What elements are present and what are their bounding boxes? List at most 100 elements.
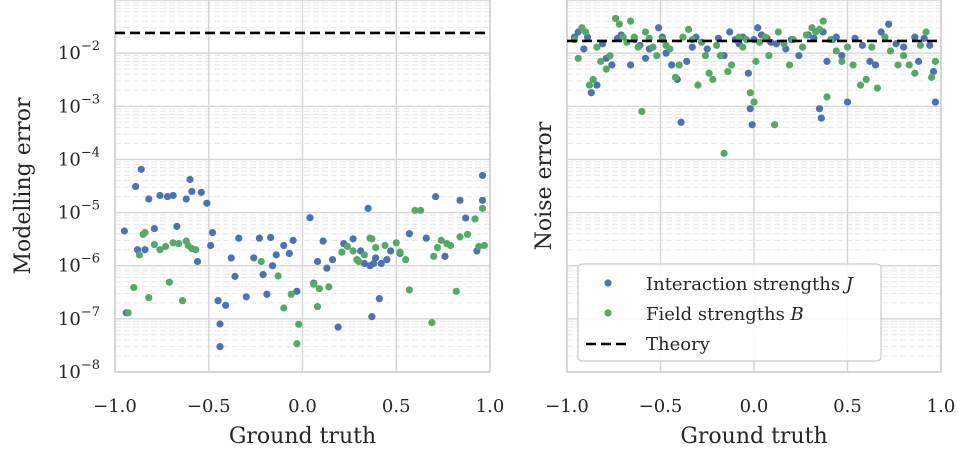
field-point <box>684 25 693 33</box>
interaction-point <box>231 272 239 280</box>
interaction-point <box>306 214 314 222</box>
interaction-point <box>432 192 440 201</box>
field-point <box>709 75 717 84</box>
x-tick-label: 0.0 <box>740 396 769 417</box>
field-point <box>785 61 794 69</box>
interaction-point <box>817 114 825 122</box>
interaction-point <box>235 234 243 242</box>
interaction-point <box>197 188 205 196</box>
interaction-point <box>203 199 211 207</box>
interaction-point <box>364 204 372 212</box>
field-point <box>313 303 322 311</box>
interaction-point <box>319 237 327 245</box>
field-point <box>671 73 680 81</box>
field-point <box>911 69 919 77</box>
interaction-point <box>754 24 762 32</box>
field-point <box>405 286 413 294</box>
y-tick-label: 10−3 <box>58 92 100 117</box>
interaction-point <box>726 28 734 36</box>
field-point <box>428 319 436 327</box>
field-point <box>922 28 930 36</box>
field-point <box>905 61 913 69</box>
field-point <box>178 297 187 305</box>
field-point <box>463 230 472 238</box>
interaction-point <box>375 295 383 303</box>
modelling-error-panel: −1.0 −0.5 0.0 0.5 1.0 10−8 10−7 10−6 10−5 10−4 10−… <box>11 0 504 449</box>
field-point <box>135 251 143 259</box>
interaction-point <box>285 249 293 258</box>
interaction-point <box>372 254 380 262</box>
field-point <box>838 57 846 65</box>
field-point <box>589 75 597 84</box>
interaction-point <box>383 256 391 264</box>
field-point <box>175 240 183 248</box>
interaction-point <box>838 51 846 60</box>
field-point <box>823 93 831 101</box>
interaction-point <box>360 259 368 268</box>
field-point <box>396 248 404 256</box>
interaction-point <box>227 254 235 262</box>
y-axis-label: Noise error <box>532 121 557 250</box>
interaction-point <box>255 234 263 242</box>
field-point <box>280 304 288 312</box>
x-tick-label: 0.0 <box>288 396 317 417</box>
field-point <box>626 17 635 25</box>
field-point <box>130 283 138 292</box>
x-tick-label: 1.0 <box>927 396 956 417</box>
field-point <box>150 240 158 249</box>
interaction-point <box>885 20 893 28</box>
interaction-point <box>334 323 342 331</box>
interaction-point <box>150 224 158 233</box>
legend-theory-label: Theory <box>646 334 711 355</box>
field-point <box>411 206 419 214</box>
interaction-point <box>746 105 754 113</box>
field-point <box>873 84 882 92</box>
field-point <box>886 47 895 55</box>
field-point <box>372 243 380 252</box>
interaction-point <box>293 287 301 295</box>
field-point <box>770 121 779 129</box>
interaction-point <box>268 262 277 270</box>
field-point <box>868 43 876 51</box>
field-point <box>257 257 265 266</box>
interaction-point <box>313 257 322 266</box>
field-point <box>752 57 760 65</box>
y-tick-label: 10−6 <box>58 252 100 277</box>
field-point <box>765 51 773 60</box>
interaction-point <box>222 301 230 309</box>
interaction-point <box>832 33 840 41</box>
field-point <box>849 61 857 69</box>
field-point <box>612 14 620 23</box>
interaction-point <box>641 54 650 62</box>
interaction-point <box>207 241 215 250</box>
field-point <box>832 47 840 55</box>
interaction-point <box>823 57 831 65</box>
field-point <box>630 33 638 41</box>
field-point <box>675 61 683 69</box>
field-point <box>430 252 438 260</box>
field-point <box>437 236 445 244</box>
y-tick-label: 10−8 <box>58 358 100 383</box>
field-point <box>602 65 610 73</box>
interaction-point <box>267 233 275 242</box>
interaction-point <box>929 67 938 76</box>
interaction-point <box>703 45 711 53</box>
field-point <box>478 204 487 212</box>
field-point <box>750 98 758 106</box>
field-point <box>145 294 153 302</box>
interaction-point <box>911 33 919 41</box>
interaction-point <box>900 43 908 51</box>
field-point <box>679 33 687 41</box>
plot-frame <box>114 0 491 373</box>
interaction-point <box>843 98 852 106</box>
field-point <box>815 25 824 33</box>
interaction-point <box>272 251 280 259</box>
field-point <box>315 285 323 293</box>
interaction-point <box>748 121 756 129</box>
interaction-point <box>182 195 190 203</box>
interaction-point <box>441 252 449 260</box>
field-point <box>355 257 363 266</box>
legend-interaction-label: Interaction strengths J <box>646 274 855 295</box>
field-point <box>881 33 889 41</box>
